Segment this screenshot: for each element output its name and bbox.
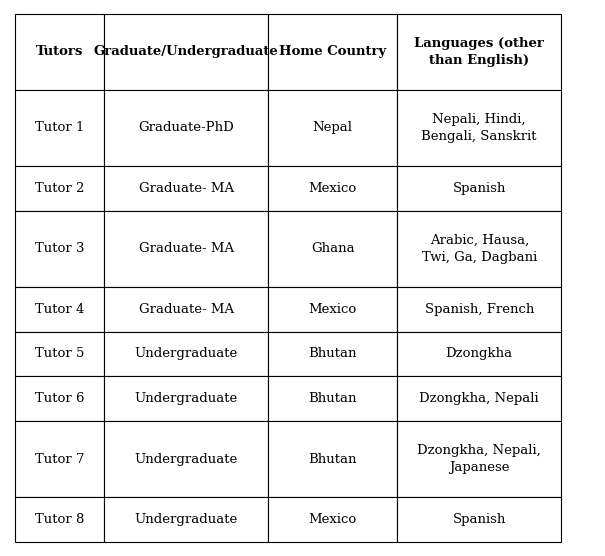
Text: Tutor 7: Tutor 7 — [35, 453, 85, 466]
Text: Tutor 4: Tutor 4 — [35, 302, 84, 316]
Bar — [268, 497, 397, 542]
Text: Graduate/Undergraduate: Graduate/Undergraduate — [94, 46, 278, 58]
Text: Home Country: Home Country — [279, 46, 387, 58]
Text: Tutor 3: Tutor 3 — [35, 242, 85, 255]
Bar — [15, 331, 104, 376]
Bar — [268, 166, 397, 211]
Text: Graduate-PhD: Graduate-PhD — [138, 121, 234, 135]
Bar — [268, 421, 397, 497]
Text: Dzongkha, Nepali: Dzongkha, Nepali — [419, 393, 539, 405]
Text: Mexico: Mexico — [309, 302, 357, 316]
Text: Undergraduate: Undergraduate — [134, 393, 238, 405]
Bar — [15, 166, 104, 211]
Text: Undergraduate: Undergraduate — [134, 513, 238, 526]
Text: Mexico: Mexico — [309, 513, 357, 526]
Text: Tutors: Tutors — [36, 46, 83, 58]
Text: Dzongkha, Nepali,
Japanese: Dzongkha, Nepali, Japanese — [417, 444, 541, 474]
Bar — [104, 211, 268, 287]
Text: Dzongkha: Dzongkha — [446, 348, 513, 360]
Bar — [15, 497, 104, 542]
Bar — [268, 14, 397, 90]
Text: Bhutan: Bhutan — [309, 393, 357, 405]
Text: Mexico: Mexico — [309, 182, 357, 195]
Text: Nepal: Nepal — [313, 121, 353, 135]
Text: Graduate- MA: Graduate- MA — [139, 182, 234, 195]
Bar — [104, 14, 268, 90]
Bar — [397, 376, 561, 421]
Text: Nepali, Hindi,
Bengali, Sanskrit: Nepali, Hindi, Bengali, Sanskrit — [422, 113, 537, 143]
Bar — [15, 211, 104, 287]
Bar — [104, 287, 268, 331]
Bar — [268, 331, 397, 376]
Bar — [104, 166, 268, 211]
Text: Tutor 1: Tutor 1 — [35, 121, 84, 135]
Text: Spanish: Spanish — [453, 182, 506, 195]
Bar — [104, 421, 268, 497]
Bar — [104, 331, 268, 376]
Text: Undergraduate: Undergraduate — [134, 348, 238, 360]
Text: Spanish, French: Spanish, French — [425, 302, 534, 316]
Bar — [104, 376, 268, 421]
Bar — [397, 421, 561, 497]
Text: Ghana: Ghana — [311, 242, 355, 255]
Bar — [15, 421, 104, 497]
Bar — [397, 90, 561, 166]
Bar — [397, 166, 561, 211]
Bar — [15, 376, 104, 421]
Text: Tutor 5: Tutor 5 — [35, 348, 84, 360]
Bar — [104, 90, 268, 166]
Text: Tutor 8: Tutor 8 — [35, 513, 84, 526]
Bar — [397, 331, 561, 376]
Text: Graduate- MA: Graduate- MA — [139, 302, 234, 316]
Bar — [15, 90, 104, 166]
Text: Tutor 2: Tutor 2 — [35, 182, 84, 195]
Text: Bhutan: Bhutan — [309, 453, 357, 466]
Text: Languages (other
than English): Languages (other than English) — [414, 37, 544, 67]
Text: Spanish: Spanish — [453, 513, 506, 526]
Bar — [397, 211, 561, 287]
Bar — [268, 287, 397, 331]
Text: Tutor 6: Tutor 6 — [35, 393, 85, 405]
Text: Graduate- MA: Graduate- MA — [139, 242, 234, 255]
Bar — [268, 90, 397, 166]
Bar — [15, 287, 104, 331]
Bar — [15, 14, 104, 90]
Bar — [268, 211, 397, 287]
Bar — [104, 497, 268, 542]
Bar — [397, 14, 561, 90]
Text: Arabic, Hausa,
Twi, Ga, Dagbani: Arabic, Hausa, Twi, Ga, Dagbani — [422, 234, 537, 264]
Text: Bhutan: Bhutan — [309, 348, 357, 360]
Bar — [268, 376, 397, 421]
Bar — [397, 287, 561, 331]
Bar — [397, 497, 561, 542]
Text: Undergraduate: Undergraduate — [134, 453, 238, 466]
